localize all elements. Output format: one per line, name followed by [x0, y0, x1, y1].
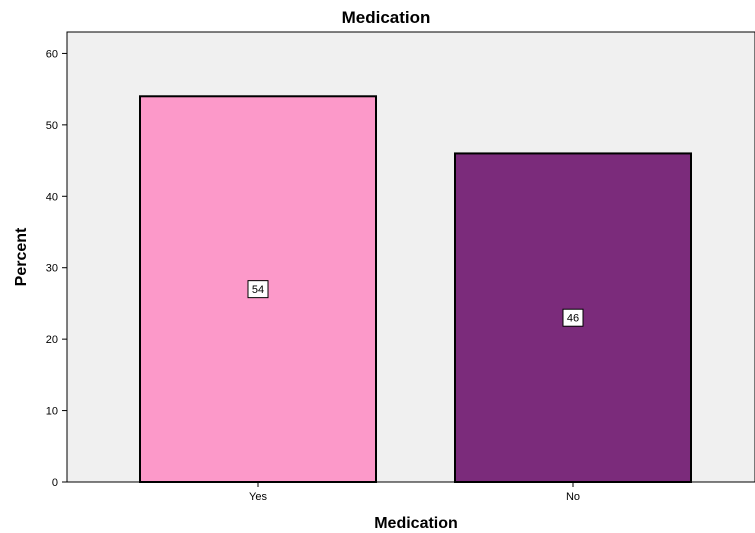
y-axis-label: Percent: [13, 227, 30, 286]
data-label-box: [562, 308, 584, 327]
data-label: 46: [567, 313, 579, 325]
x-axis-label: Medication: [374, 515, 458, 532]
y-tick-label: 30: [46, 263, 58, 275]
x-tick-label: Yes: [249, 491, 267, 503]
y-tick-label: 0: [52, 477, 58, 489]
chart-title: Medication: [342, 8, 431, 27]
y-tick-label: 60: [46, 48, 58, 60]
y-tick-label: 20: [46, 334, 58, 346]
y-tick-label: 10: [46, 406, 58, 418]
bars: 54 46: [139, 95, 692, 484]
y-tick-label: 40: [46, 191, 58, 203]
y-tick-label: 50: [46, 120, 58, 132]
data-label-box: [247, 280, 269, 299]
x-axis: Yes No: [249, 482, 580, 503]
y-axis: 0 10 20 30 40 50 60: [46, 48, 67, 489]
data-label: 54: [252, 284, 264, 296]
x-tick-label: No: [566, 491, 580, 503]
